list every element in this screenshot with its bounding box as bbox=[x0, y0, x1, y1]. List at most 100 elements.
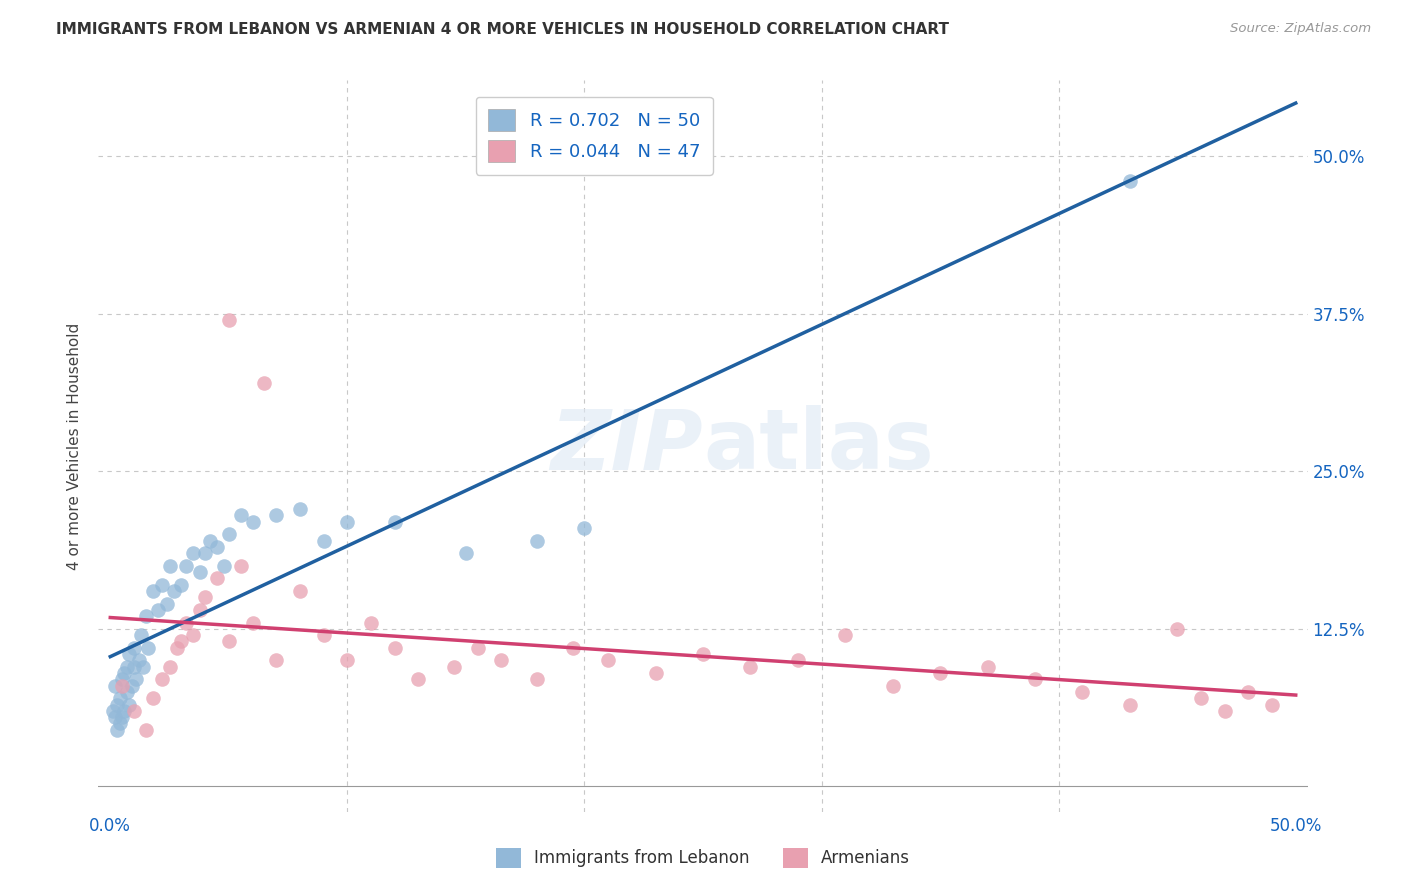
Point bbox=[1119, 698, 1142, 712]
Point bbox=[194, 546, 217, 560]
Point bbox=[132, 659, 155, 673]
Point bbox=[118, 698, 141, 712]
Point bbox=[242, 615, 264, 630]
Point bbox=[115, 659, 138, 673]
Point bbox=[312, 533, 335, 548]
Point bbox=[205, 571, 228, 585]
Point bbox=[312, 628, 335, 642]
Point bbox=[1213, 704, 1236, 718]
Y-axis label: 4 or more Vehicles in Household: 4 or more Vehicles in Household bbox=[67, 322, 83, 570]
Point bbox=[122, 659, 145, 673]
Point bbox=[118, 647, 141, 661]
Point bbox=[104, 710, 127, 724]
Point bbox=[454, 546, 477, 560]
Point bbox=[205, 540, 228, 554]
Point bbox=[121, 679, 143, 693]
Point bbox=[264, 653, 287, 667]
Point bbox=[152, 578, 174, 592]
Point bbox=[156, 597, 179, 611]
Point bbox=[194, 591, 217, 605]
Point bbox=[253, 376, 276, 390]
Point bbox=[166, 640, 188, 655]
Point bbox=[142, 584, 165, 599]
Point bbox=[882, 679, 904, 693]
Point bbox=[360, 615, 382, 630]
Point bbox=[111, 679, 134, 693]
Point bbox=[190, 565, 212, 579]
Point bbox=[135, 723, 157, 737]
Point bbox=[1166, 622, 1188, 636]
Point bbox=[159, 558, 181, 573]
Point bbox=[491, 653, 513, 667]
Point bbox=[526, 673, 548, 687]
Point bbox=[163, 584, 186, 599]
Point bbox=[384, 515, 406, 529]
Point bbox=[644, 665, 666, 680]
Point bbox=[135, 609, 157, 624]
Point bbox=[111, 673, 134, 687]
Point bbox=[229, 508, 252, 523]
Text: ZIP: ZIP bbox=[550, 406, 703, 486]
Point bbox=[574, 521, 596, 535]
Point bbox=[170, 634, 193, 648]
Text: Source: ZipAtlas.com: Source: ZipAtlas.com bbox=[1230, 22, 1371, 36]
Point bbox=[336, 653, 359, 667]
Point bbox=[1189, 691, 1212, 706]
Point bbox=[198, 533, 221, 548]
Point bbox=[105, 698, 128, 712]
Point bbox=[976, 659, 998, 673]
Point bbox=[218, 527, 240, 541]
Point bbox=[242, 515, 264, 529]
Point bbox=[129, 628, 152, 642]
Point bbox=[740, 659, 762, 673]
Text: atlas: atlas bbox=[703, 406, 934, 486]
Point bbox=[108, 691, 131, 706]
Point bbox=[384, 640, 406, 655]
Point bbox=[111, 710, 134, 724]
Point bbox=[128, 653, 150, 667]
Point bbox=[1119, 174, 1142, 188]
Point bbox=[181, 628, 204, 642]
Point bbox=[146, 603, 169, 617]
Point bbox=[212, 558, 235, 573]
Point bbox=[136, 640, 159, 655]
Point bbox=[108, 716, 131, 731]
Point bbox=[598, 653, 620, 667]
Text: IMMIGRANTS FROM LEBANON VS ARMENIAN 4 OR MORE VEHICLES IN HOUSEHOLD CORRELATION : IMMIGRANTS FROM LEBANON VS ARMENIAN 4 OR… bbox=[56, 22, 949, 37]
Point bbox=[114, 704, 136, 718]
Point bbox=[1261, 698, 1284, 712]
Point bbox=[125, 673, 148, 687]
Point bbox=[218, 313, 240, 327]
Point bbox=[288, 584, 311, 599]
Point bbox=[467, 640, 489, 655]
Legend: Immigrants from Lebanon, Armenians: Immigrants from Lebanon, Armenians bbox=[489, 841, 917, 875]
Point bbox=[174, 558, 197, 573]
Point bbox=[174, 615, 197, 630]
Point bbox=[142, 691, 165, 706]
Point bbox=[105, 723, 128, 737]
Point bbox=[1237, 685, 1260, 699]
Point bbox=[408, 673, 430, 687]
Point bbox=[114, 665, 136, 680]
Point bbox=[115, 685, 138, 699]
Point bbox=[786, 653, 808, 667]
Point bbox=[181, 546, 204, 560]
Point bbox=[218, 634, 240, 648]
Point bbox=[122, 640, 145, 655]
Point bbox=[264, 508, 287, 523]
Legend: R = 0.702   N = 50, R = 0.044   N = 47: R = 0.702 N = 50, R = 0.044 N = 47 bbox=[475, 96, 713, 175]
Point bbox=[336, 515, 359, 529]
Point bbox=[104, 679, 127, 693]
Point bbox=[1071, 685, 1094, 699]
Point bbox=[692, 647, 714, 661]
Point bbox=[443, 659, 465, 673]
Point bbox=[561, 640, 583, 655]
Point bbox=[526, 533, 548, 548]
Point bbox=[929, 665, 952, 680]
Point bbox=[122, 704, 145, 718]
Point bbox=[159, 659, 181, 673]
Point bbox=[170, 578, 193, 592]
Point bbox=[834, 628, 856, 642]
Point bbox=[101, 704, 124, 718]
Point bbox=[190, 603, 212, 617]
